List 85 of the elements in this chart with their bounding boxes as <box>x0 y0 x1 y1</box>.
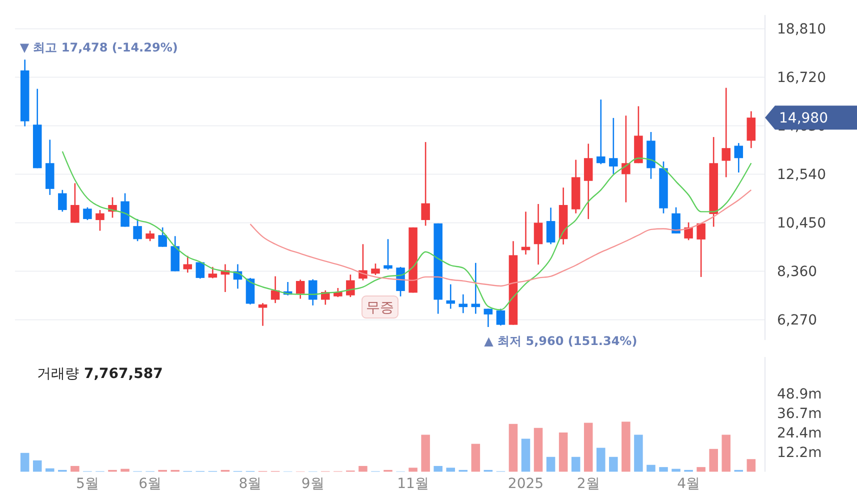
y-tick-label: 10,450 <box>777 216 826 232</box>
bar <box>508 424 518 472</box>
x-tick-label: 6월 <box>138 476 162 492</box>
y-tick-label: 16,720 <box>777 70 826 86</box>
candlestick <box>396 266 405 298</box>
bar <box>609 456 618 472</box>
bar <box>709 448 718 472</box>
bar <box>571 456 580 472</box>
bar <box>622 422 630 472</box>
candlestick <box>58 189 67 212</box>
candlestick <box>534 203 543 266</box>
annotation: ▼ 최고 17,478 (-14.29%) <box>20 40 178 55</box>
candlestick <box>446 284 455 310</box>
candlestick <box>421 141 430 226</box>
candlestick <box>258 302 268 326</box>
x-tick-label: 8월 <box>238 476 262 492</box>
candlestick <box>609 117 618 175</box>
candlestick <box>158 226 167 248</box>
candlestick <box>96 209 104 232</box>
y-tick-label: 48.9m <box>777 386 822 403</box>
annotation: 무증 <box>366 300 394 316</box>
x-tick-label: 9월 <box>301 476 324 492</box>
candlestick <box>371 262 380 276</box>
y-tick-label: 12.2m <box>777 445 822 462</box>
candlestick <box>696 222 706 278</box>
candlestick <box>334 287 342 298</box>
bar <box>434 466 442 472</box>
bar <box>584 422 593 472</box>
candlestick <box>584 143 593 220</box>
bar <box>471 444 480 472</box>
candlestick <box>734 142 744 174</box>
x-tick-label: 4월 <box>677 476 700 492</box>
y-tick-label: 8,360 <box>777 264 818 280</box>
candlestick <box>208 266 218 279</box>
candlestick <box>146 230 154 242</box>
x-tick-label: 5월 <box>76 476 99 492</box>
bar <box>408 468 418 472</box>
bar <box>722 434 730 472</box>
candlestick <box>596 98 606 165</box>
x-tick-label: 2025 <box>508 476 544 492</box>
bar <box>20 452 30 472</box>
bar <box>70 466 80 472</box>
bar <box>446 468 455 472</box>
text: 거래량 <box>37 366 79 382</box>
x-tick-label: 11월 <box>397 476 429 492</box>
y-tick-label: 24.4m <box>777 426 822 442</box>
y-tick-label: 36.7m <box>777 406 822 422</box>
candlestick <box>83 206 92 221</box>
candlestick <box>458 294 468 314</box>
candlestick <box>746 110 756 149</box>
candlestick <box>183 255 192 274</box>
x-tick-label: 2월 <box>576 476 600 492</box>
bar <box>546 456 556 472</box>
y-tick-label: 6,270 <box>777 312 818 329</box>
candlestick <box>471 262 480 314</box>
annotation: ▲ 최저 5,960 (151.34%) <box>484 334 638 348</box>
y-tick-label: 12,540 <box>777 167 826 184</box>
bar <box>596 448 606 472</box>
bar <box>746 459 756 472</box>
annotation: 7,767,587 <box>84 366 163 382</box>
candlestick <box>684 222 693 241</box>
bar <box>46 468 54 472</box>
candlestick <box>484 308 493 328</box>
bar <box>534 428 543 472</box>
candlestick <box>546 207 556 245</box>
candlestick <box>672 206 680 234</box>
bar <box>696 467 706 472</box>
bar <box>421 434 430 472</box>
bar <box>659 467 668 472</box>
candlestick <box>296 278 305 300</box>
candlestick <box>622 114 630 203</box>
bar <box>558 432 568 472</box>
bar <box>358 466 368 472</box>
bar <box>32 460 42 472</box>
bar <box>634 434 643 472</box>
candlestick <box>346 274 355 298</box>
candlestick <box>384 238 392 270</box>
bar <box>646 464 656 472</box>
bar <box>521 438 530 472</box>
candlestick <box>196 262 205 280</box>
text: 14,980 <box>779 110 828 127</box>
candlestick <box>70 182 80 224</box>
candlestick <box>722 87 730 178</box>
candlestick <box>133 218 142 242</box>
y-tick-label: 18,810 <box>777 22 826 38</box>
